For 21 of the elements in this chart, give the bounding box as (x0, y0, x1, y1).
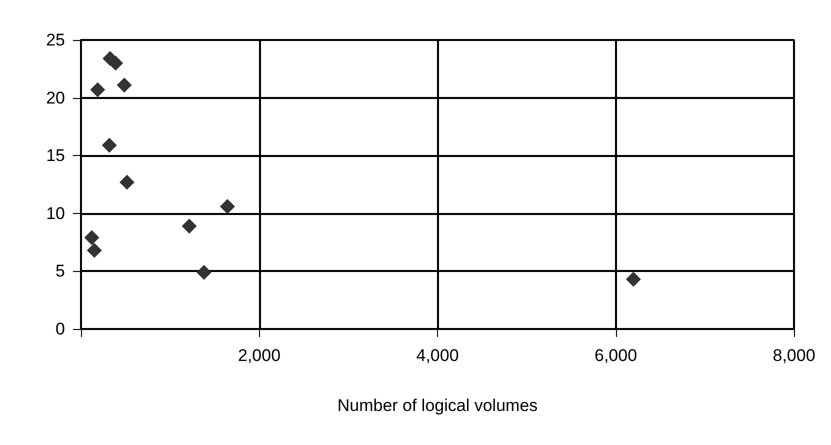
y-tick-label: 20 (46, 88, 65, 108)
y-tick-label: 0 (56, 320, 65, 338)
y-tick-label: 25 (46, 30, 65, 50)
y-tick-label: 15 (46, 146, 65, 166)
point (90, 82, 106, 98)
x-tick-label: 2,000 (238, 346, 281, 365)
point (182, 218, 197, 234)
point (119, 174, 134, 190)
x-axis-title: Number of logical volumes (337, 396, 538, 415)
y-tick-label: 5 (56, 262, 65, 281)
point (86, 242, 102, 258)
x-tick-label: 4,000 (416, 346, 459, 365)
x-tick-label: 8,000 (772, 346, 816, 365)
point (116, 78, 132, 93)
y-tick-label: 10 (46, 204, 65, 223)
point (626, 272, 641, 287)
point (220, 198, 235, 214)
point (196, 264, 212, 280)
x-tick-label: 6,000 (594, 346, 638, 365)
point (102, 138, 117, 153)
point (84, 230, 100, 246)
